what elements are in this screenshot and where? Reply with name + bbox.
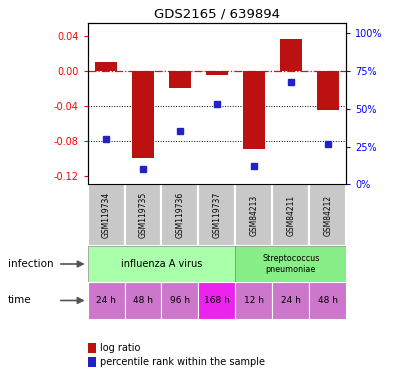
Text: 24 h: 24 h bbox=[96, 296, 116, 305]
Title: GDS2165 / 639894: GDS2165 / 639894 bbox=[154, 7, 280, 20]
Bar bbox=[235, 282, 272, 319]
Bar bbox=[317, 71, 339, 110]
Text: Streptococcus
pneumoniae: Streptococcus pneumoniae bbox=[262, 254, 320, 274]
Bar bbox=[169, 71, 191, 88]
Bar bbox=[206, 71, 228, 75]
Text: GSM119736: GSM119736 bbox=[176, 192, 184, 238]
Bar bbox=[132, 71, 154, 158]
Bar bbox=[199, 282, 235, 319]
Bar bbox=[162, 282, 199, 319]
Text: 24 h: 24 h bbox=[281, 296, 301, 305]
Text: infection: infection bbox=[8, 259, 54, 269]
Bar bbox=[235, 184, 272, 246]
Bar bbox=[88, 184, 125, 246]
Text: GSM84212: GSM84212 bbox=[323, 194, 332, 236]
Bar bbox=[272, 184, 309, 246]
Bar bbox=[88, 282, 125, 319]
Text: GSM119734: GSM119734 bbox=[101, 192, 111, 238]
Text: influenza A virus: influenza A virus bbox=[121, 259, 202, 269]
Text: GSM119735: GSM119735 bbox=[139, 192, 148, 238]
Text: 12 h: 12 h bbox=[244, 296, 264, 305]
Bar bbox=[95, 62, 117, 71]
Bar bbox=[125, 184, 162, 246]
Text: 48 h: 48 h bbox=[318, 296, 338, 305]
Bar bbox=[243, 71, 265, 149]
Bar bbox=[309, 282, 346, 319]
Bar bbox=[272, 282, 309, 319]
Bar bbox=[162, 184, 199, 246]
Text: 48 h: 48 h bbox=[133, 296, 153, 305]
Text: 96 h: 96 h bbox=[170, 296, 190, 305]
Text: GSM84211: GSM84211 bbox=[286, 194, 295, 236]
Text: 168 h: 168 h bbox=[204, 296, 230, 305]
Bar bbox=[199, 184, 235, 246]
Text: GSM84213: GSM84213 bbox=[250, 194, 258, 236]
Bar bbox=[235, 246, 346, 282]
Text: percentile rank within the sample: percentile rank within the sample bbox=[100, 357, 265, 367]
Text: time: time bbox=[8, 295, 31, 306]
Text: log ratio: log ratio bbox=[100, 343, 140, 353]
Text: GSM119737: GSM119737 bbox=[213, 192, 221, 238]
Bar bbox=[309, 184, 346, 246]
Bar bbox=[88, 246, 235, 282]
Bar bbox=[280, 39, 302, 71]
Bar bbox=[125, 282, 162, 319]
